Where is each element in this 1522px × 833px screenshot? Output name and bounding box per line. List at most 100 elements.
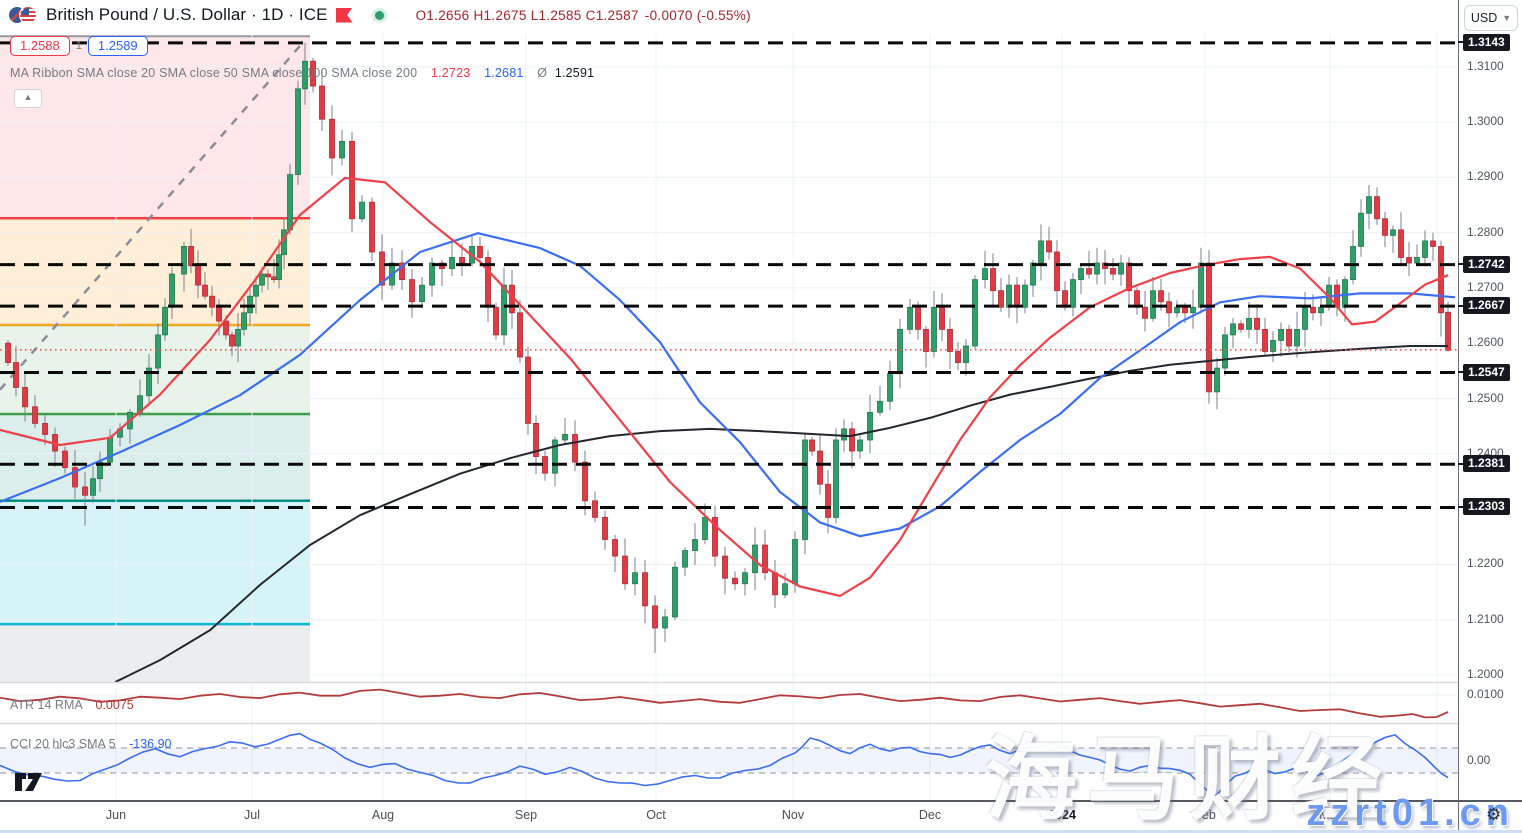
candle-up [857,439,863,452]
axis-level-badge: 1.2667 [1458,297,1510,315]
axis-level-badge: 1.2303 [1458,498,1510,516]
month-label[interactable]: 2024 [1048,808,1076,822]
ice-exchange-icon [335,7,353,23]
candle-down [209,295,215,308]
month-label[interactable]: Jul [244,808,260,822]
candle-down [1445,311,1451,351]
candle-down [533,422,539,457]
candle-down [1182,306,1188,314]
candle-up [552,439,558,474]
axis-settings-gear-icon[interactable]: ⚙ [1486,805,1502,824]
candle-up [963,345,969,363]
candle-up [253,284,259,297]
candle-up [887,373,893,402]
cci-band [0,748,1458,773]
candle-up [1294,328,1300,347]
cci-value: -136.90 [129,737,172,751]
axis-price-label: 1.2900 [1467,169,1504,184]
axis-cci-label: 0.00 [1467,752,1491,767]
cci-line [0,732,1449,798]
price-chart-canvas[interactable] [0,0,1458,833]
candle-down [1382,218,1388,236]
candle-up [1302,306,1308,330]
candle-up [155,334,161,369]
candle-up [792,539,798,585]
axis-level-badge: 1.2381 [1458,455,1510,473]
candle-up [1094,262,1100,275]
candle-up [146,367,152,397]
candle-down [825,483,831,518]
candle-up [276,254,282,281]
candle-down [1398,229,1404,258]
ma-slow-value: 1.2681 [484,66,524,80]
trendline [0,39,306,391]
candle-up [1198,262,1204,308]
candle-down [1374,196,1380,220]
price-tag-blue[interactable]: 1.2589 [87,36,148,56]
month-label[interactable]: Dec [918,808,942,822]
candle-down [188,246,194,267]
zone-band [0,36,310,219]
month-label[interactable]: Jun [105,808,127,822]
candle-down [229,334,235,347]
currency-dropdown[interactable]: USD ▼ [1464,5,1518,31]
atr-label: ATR 14 RMA [10,698,83,712]
candle-up [672,566,678,618]
month-label[interactable]: Oct [646,808,666,822]
zone-band [0,500,310,625]
month-label[interactable]: Nov [781,808,805,822]
time-axis[interactable]: Jun Jul Aug Sep Oct Nov Dec 2024 Feb Mar [0,802,1522,830]
candle-up [181,246,187,275]
candle-down [223,320,229,336]
tradingview-logo[interactable] [13,768,49,799]
candle-down [32,406,38,424]
candle-down [722,555,728,579]
candle-up [162,306,168,336]
candle-up [169,273,175,308]
axis-price-label: 1.2000 [1467,667,1504,681]
atr-legend[interactable]: ATR 14 RMA 0.0075 [10,698,134,712]
month-label[interactable]: Sep [514,808,538,822]
candle-up [295,88,301,175]
candle-up [449,257,455,269]
candle-up [247,295,253,314]
collapse-legend-button[interactable]: ▲ [14,89,42,108]
candle-down [1126,262,1132,292]
candle-down [62,450,68,469]
candle-up [1414,257,1420,264]
candle-up [235,328,241,347]
candle-down [82,486,88,496]
ma-avg-prefix: Ø [537,66,548,80]
candle-down [849,428,855,452]
candle-up [972,279,978,347]
candle-down [319,85,325,120]
price-axis[interactable]: USD ▼ 1.3100 1.3000 1.2900 1.2800 1.2700 1.26… [1458,0,1522,833]
candle-down [271,276,277,281]
zone-band [0,218,310,325]
candle-down [1046,240,1052,253]
candle-down [195,265,201,286]
candle-up [662,616,668,629]
candle-down [572,434,578,463]
symbol-flags-icon[interactable] [8,5,38,25]
zone-band [0,624,310,683]
candle-up [1118,262,1124,275]
symbol-title[interactable]: British Pound / U.S. Dollar · 1D · ICE [46,5,328,24]
candle-up [782,583,788,596]
axis-level-badge: 1.2547 [1458,363,1510,381]
candle-down [399,262,405,281]
month-label[interactable]: Aug [371,808,395,822]
price-tag-red[interactable]: 1.2588 [10,36,70,56]
axis-atr-label: 0.0100 [1467,687,1504,701]
candle-down [772,572,778,596]
month-label[interactable]: Mar [1319,808,1341,822]
ma-ribbon-legend[interactable]: MA Ribbon SMA close 20 SMA close 50 SMA … [10,66,594,80]
candle-down [947,328,953,352]
chart-header: British Pound / U.S. Dollar · 1D · ICE O… [0,0,1458,30]
cci-legend[interactable]: CCI 20 hlc3 SMA 5 -136.90 [10,737,172,751]
candle-down [652,605,658,629]
month-label[interactable]: Feb [1194,808,1216,822]
candle-up [1390,229,1396,236]
market-status-dot[interactable] [374,10,384,20]
